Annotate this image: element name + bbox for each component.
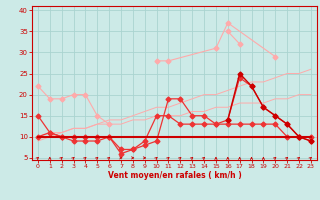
- X-axis label: Vent moyen/en rafales ( km/h ): Vent moyen/en rafales ( km/h ): [108, 171, 241, 180]
